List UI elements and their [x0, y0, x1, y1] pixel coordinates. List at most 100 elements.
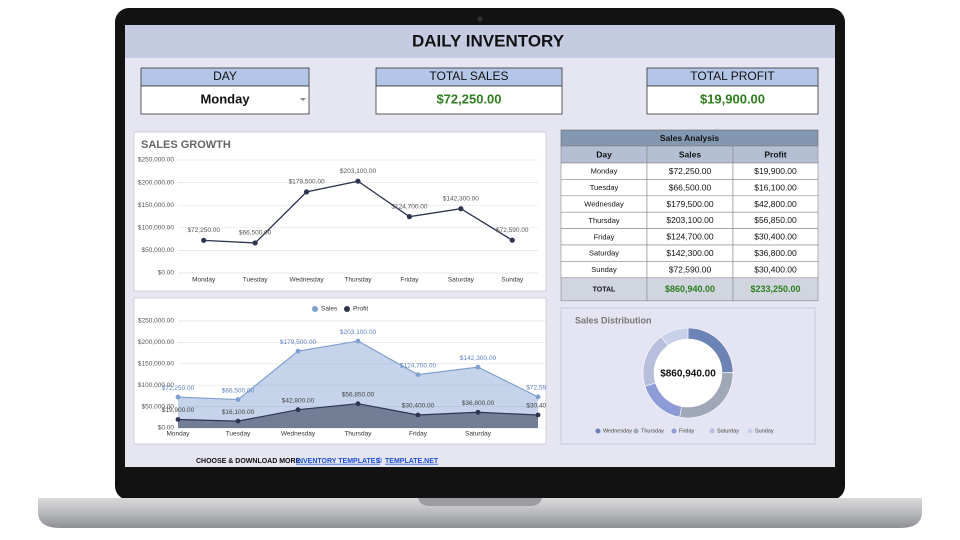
total-cell: $233,250.00 — [750, 284, 800, 294]
table-cell-text: Sunday — [591, 265, 617, 274]
data-point — [201, 237, 207, 243]
x-tick-label: Friday — [409, 431, 428, 438]
data-label: $66,500.00 — [239, 230, 272, 237]
total-cell: TOTAL — [593, 287, 616, 294]
x-tick-label: Sunday — [501, 277, 524, 284]
laptop-base — [38, 498, 922, 528]
y-tick-label: $0.00 — [158, 425, 175, 432]
table-cell-text: Thursday — [588, 216, 620, 225]
table-cell-text: $72,250.00 — [669, 166, 712, 176]
x-tick-label: Monday — [192, 277, 216, 284]
sales-distribution-chart: Sales Distribution Wednesday Thursday Frida… — [575, 315, 774, 434]
table-cell-text: $19,900.00 — [754, 166, 797, 176]
table-cell-text: $30,400.00 — [754, 232, 797, 242]
data-point — [303, 189, 310, 195]
column-header: Profit — [764, 149, 786, 159]
table-cell-text: $124,700.00 — [666, 232, 714, 242]
legend-swatch — [709, 428, 715, 434]
footer-text: CHOOSE & DOWNLOAD MORE — [196, 458, 301, 465]
card-value-bg — [646, 85, 819, 115]
footer-site[interactable]: TEMPLATE.NET — [385, 458, 439, 465]
legend-swatch — [595, 428, 601, 434]
data-point — [475, 364, 481, 370]
sales-growth-chart: SALES GROWTH $0.00 $50,000.00 $100,000.00 $1… — [138, 139, 538, 284]
x-tick-label: Thursday — [344, 277, 372, 284]
x-tick-label: Saturday — [465, 431, 492, 438]
data-label: $42,800.00 — [282, 397, 315, 404]
y-tick-label: $250,000.00 — [138, 157, 175, 164]
y-tick-label: $50,000.00 — [141, 403, 174, 410]
data-label: $36,800.00 — [462, 400, 495, 407]
y-tick-label: $150,000.00 — [138, 202, 175, 209]
donut-hole — [654, 339, 722, 407]
data-point — [458, 206, 464, 212]
x-tick-label: Saturday — [448, 277, 475, 284]
table-cell-text: $179,500.00 — [666, 199, 714, 209]
card-value-bg — [375, 85, 563, 115]
data-point — [406, 214, 413, 220]
footer-link[interactable]: INVENTORY TEMPLATES — [296, 458, 380, 465]
data-point — [355, 178, 361, 184]
table-cell-text: Wednesday — [584, 199, 624, 208]
data-label: $72,590.00 — [496, 227, 529, 234]
legend-swatch — [671, 428, 677, 434]
data-point — [295, 407, 301, 413]
data-label: $179,500.00 — [280, 339, 317, 346]
legend-swatch — [312, 306, 318, 312]
data-point — [252, 240, 258, 246]
area-fill — [178, 403, 538, 428]
sales-analysis-table: Sales Analysis Day Sales Profit Monday $72,25… — [560, 129, 819, 302]
table-cell — [732, 277, 819, 302]
card-label: TOTAL PROFIT — [690, 69, 775, 83]
table-title: Sales Analysis — [660, 133, 719, 143]
legend-label: Friday — [679, 428, 695, 434]
x-tick-label: Thursday — [344, 431, 372, 438]
table-cell-text: $142,300.00 — [666, 248, 714, 258]
table-cell-text: $66,500.00 — [669, 182, 712, 192]
footer-symbol: © — [377, 457, 383, 465]
table-cell-text: Saturday — [589, 249, 619, 258]
y-tick-label: $250,000.00 — [138, 318, 175, 325]
legend-label: Thursday — [641, 428, 664, 434]
data-point — [355, 401, 361, 407]
data-point — [509, 237, 515, 243]
data-point — [295, 348, 301, 354]
y-tick-label: $0.00 — [158, 270, 175, 277]
table-cell-text: $56,850.00 — [754, 215, 797, 225]
legend-swatch — [344, 306, 350, 312]
dropdown-arrow[interactable] — [300, 98, 306, 101]
y-tick-label: $200,000.00 — [138, 179, 175, 186]
data-label: $142,300.00 — [443, 195, 480, 202]
data-point — [535, 394, 541, 400]
legend-label: Profit — [353, 306, 368, 313]
x-tick-label: Monday — [166, 431, 190, 438]
data-label: $56,850.00 — [342, 391, 375, 398]
table-cell-text: $30,400.00 — [754, 264, 797, 274]
area-fill — [178, 341, 538, 428]
column-header: Sales — [679, 149, 701, 159]
legend-label: Sunday — [755, 428, 774, 434]
sales-growth-panel — [133, 131, 547, 292]
card-value: $72,250.00 — [436, 91, 501, 106]
table-cell-text: $203,100.00 — [666, 215, 714, 225]
data-label: $72,250.00 — [162, 385, 195, 392]
legend-label: Sales — [321, 306, 338, 313]
data-point — [475, 409, 481, 415]
data-point — [235, 397, 241, 402]
data-label: $30,400.00 — [402, 403, 435, 410]
table-cell-text: Tuesday — [590, 183, 619, 192]
x-tick-label: Tuesday — [243, 277, 268, 284]
chart-title: SALES GROWTH — [141, 139, 231, 151]
data-point — [415, 412, 421, 418]
card-value[interactable]: Monday — [200, 91, 250, 106]
y-tick-label: $50,000.00 — [141, 247, 174, 254]
total-cell: $860,940.00 — [665, 284, 715, 294]
table-cell-text: $16,100.00 — [754, 182, 797, 192]
data-point — [415, 372, 421, 378]
legend-label: Saturday — [717, 428, 739, 434]
x-tick-label: Wednesday — [289, 277, 324, 284]
data-point — [175, 394, 181, 400]
data-label: $124,700.00 — [391, 203, 428, 210]
